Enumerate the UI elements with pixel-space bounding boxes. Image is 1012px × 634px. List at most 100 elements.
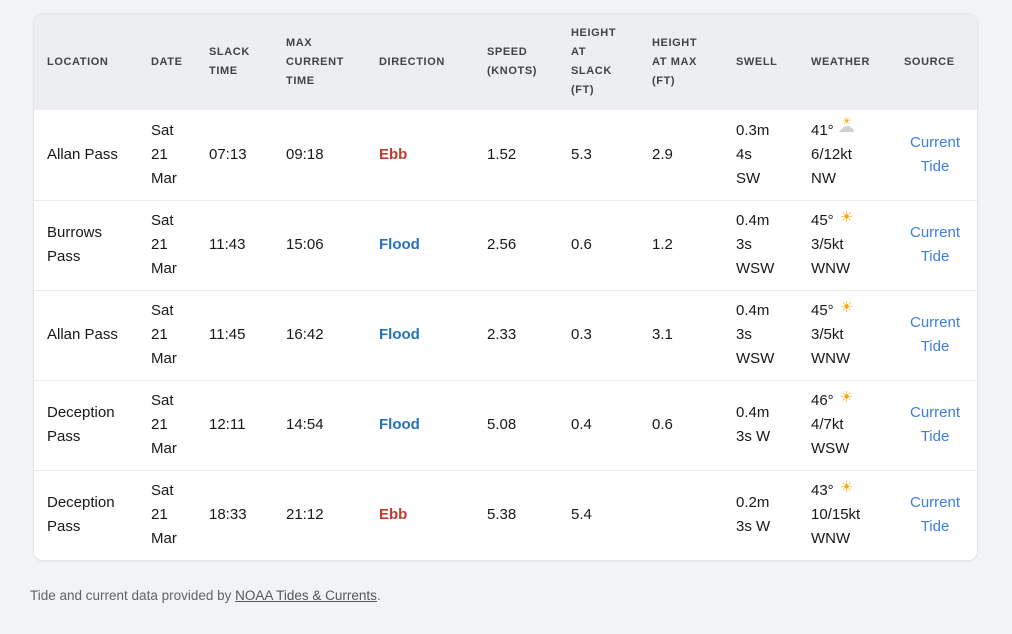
- column-header-swell: Swell: [736, 55, 778, 68]
- wind-direction: WNW: [811, 530, 851, 548]
- sun-icon: [838, 388, 858, 408]
- source-cell: Current Tide: [891, 379, 977, 470]
- height-at-max-cell: 2.9: [652, 145, 673, 163]
- table-row: Burrows Pass Sat 21 Mar 11:43 15:06 Flood …: [34, 199, 977, 290]
- height-at-slack-cell: 5.4: [558, 469, 639, 560]
- slack-time-cell: 12:11: [196, 379, 273, 470]
- wind-speed: 6/12kt: [811, 145, 852, 163]
- max-current-time-cell: 16:42: [273, 289, 366, 380]
- sun-icon: [838, 208, 858, 228]
- date-cell: Sat 21 Mar: [138, 379, 196, 470]
- current-tide-link[interactable]: Current Tide: [909, 314, 961, 355]
- table-row: Allan Pass Sat 21 Mar 11:45 16:42 Flood 2.…: [34, 289, 977, 380]
- column-header-location: Location: [47, 55, 109, 68]
- current-tide-link[interactable]: Current Tide: [909, 224, 961, 265]
- speed-cell: 5.38: [474, 469, 558, 560]
- sun-behind-cloud-icon: [838, 115, 858, 138]
- max-current-time-cell: 21:12: [273, 469, 366, 560]
- slack-time-cell: 18:33: [196, 469, 273, 560]
- slack-time-cell: 11:45: [196, 289, 273, 380]
- wind-speed: 10/15kt: [811, 506, 861, 524]
- column-header-max-current-time: Max Current Time: [286, 36, 344, 87]
- wind-speed: 3/5kt: [811, 326, 844, 343]
- wind-speed: 4/7kt: [811, 416, 844, 433]
- column-header-weather: Weather: [811, 55, 870, 68]
- source-cell: Current Tide: [891, 110, 977, 200]
- current-tide-link[interactable]: Current Tide: [909, 404, 961, 445]
- attribution-footer: Tide and current data provided by NOAA T…: [30, 588, 1012, 603]
- source-cell: Current Tide: [891, 469, 977, 560]
- height-at-slack-cell: 5.3: [571, 145, 592, 163]
- table-header: Location Date Slack Time Max Current Tim…: [34, 14, 977, 110]
- weather-cell: 41° 6/12kt NW: [798, 110, 891, 200]
- temperature: 46°: [811, 392, 834, 409]
- tide-current-table: Location Date Slack Time Max Current Tim…: [34, 14, 977, 560]
- tide-current-table-card: Location Date Slack Time Max Current Tim…: [33, 13, 978, 561]
- height-at-max-cell: 0.6: [639, 379, 723, 470]
- current-tide-link[interactable]: Current Tide: [909, 494, 961, 536]
- speed-cell: 1.52: [487, 145, 517, 163]
- attribution-text: Tide and current data provided by: [30, 588, 236, 603]
- height-at-max-cell: [639, 469, 723, 560]
- height-at-slack-cell: 0.6: [558, 199, 639, 290]
- temperature: 45°: [811, 302, 834, 319]
- sun-icon: [838, 478, 858, 498]
- direction-cell: Flood: [366, 289, 474, 380]
- table-row: Deception Pass Sat 21 Mar 18:33 21:12 Ebb …: [34, 469, 977, 560]
- max-current-time-cell: 09:18: [286, 145, 324, 163]
- direction-cell: Flood: [366, 379, 474, 470]
- weather-cell: 43° 10/15kt WNW: [798, 469, 891, 560]
- location-cell: Allan Pass: [47, 145, 118, 163]
- date-cell: Sat 21 Mar: [138, 469, 196, 560]
- current-tide-link[interactable]: Current Tide: [909, 133, 961, 175]
- column-header-source: Source: [904, 55, 955, 68]
- direction-cell: Ebb: [366, 469, 474, 560]
- swell-cell: 0.4m 3s W: [723, 379, 798, 470]
- location-cell: Deception Pass: [34, 379, 138, 470]
- column-header-direction: Direction: [379, 55, 445, 68]
- wind-direction: WSW: [811, 440, 850, 457]
- max-current-time-cell: 14:54: [273, 379, 366, 470]
- attribution-text-suffix: .: [376, 588, 381, 603]
- table-row: Deception Pass Sat 21 Mar 12:11 14:54 Floo…: [34, 379, 977, 470]
- column-header-date: Date: [151, 55, 183, 68]
- column-header-slack-time: Slack Time: [209, 46, 250, 77]
- weather-cell: 45° 3/5kt WNW: [798, 289, 891, 380]
- slack-time-cell: 11:43: [196, 199, 273, 290]
- weather-cell: 45° 3/5kt WNW: [798, 199, 891, 290]
- direction-cell: Ebb: [379, 145, 408, 163]
- direction-cell: Flood: [366, 199, 474, 290]
- date-cell: Sat 21 Mar: [151, 121, 177, 187]
- swell-cell: 0.2m 3s W: [723, 469, 798, 560]
- swell-cell: 0.4m 3s WSW: [723, 199, 798, 290]
- location-cell: Allan Pass: [34, 289, 138, 380]
- column-header-height-at-max: Height at Max (FT): [652, 36, 698, 87]
- noaa-tides-currents-link[interactable]: NOAA Tides & Currents: [235, 588, 377, 603]
- date-cell: Sat 21 Mar: [138, 199, 196, 290]
- column-header-speed-knots: Speed (Knots): [487, 46, 538, 77]
- slack-time-cell: 07:13: [209, 145, 247, 163]
- location-cell: Deception Pass: [34, 469, 138, 560]
- wind-direction: WNW: [811, 350, 851, 367]
- temperature: 41°: [811, 121, 834, 139]
- source-cell: Current Tide: [891, 289, 977, 380]
- max-current-time-cell: 15:06: [273, 199, 366, 290]
- wind-direction: WNW: [811, 260, 851, 277]
- height-at-slack-cell: 0.4: [558, 379, 639, 470]
- column-header-height-at-slack: Height at Slack (FT): [571, 27, 617, 96]
- speed-cell: 2.33: [474, 289, 558, 380]
- speed-cell: 5.08: [474, 379, 558, 470]
- swell-cell: 0.3m 4s SW: [736, 121, 770, 187]
- sun-icon: [838, 298, 858, 318]
- date-cell: Sat 21 Mar: [138, 289, 196, 380]
- wind-direction: NW: [811, 169, 836, 187]
- speed-cell: 2.56: [474, 199, 558, 290]
- location-cell: Burrows Pass: [34, 199, 138, 290]
- source-cell: Current Tide: [891, 199, 977, 290]
- header-row: Location Date Slack Time Max Current Tim…: [34, 14, 977, 110]
- height-at-max-cell: 3.1: [639, 289, 723, 380]
- swell-cell: 0.4m 3s WSW: [723, 289, 798, 380]
- weather-cell: 46° 4/7kt WSW: [798, 379, 891, 470]
- table-row: Allan Pass Sat 21 Mar 07:13 09:18 Ebb 1.52…: [34, 110, 977, 200]
- temperature: 43°: [811, 482, 834, 500]
